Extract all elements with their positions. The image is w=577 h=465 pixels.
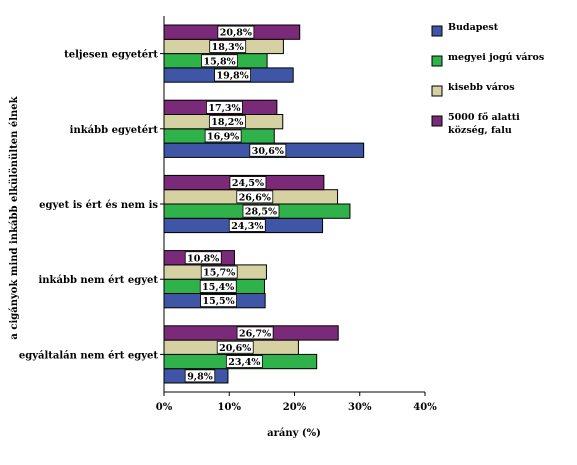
data-label-box — [216, 340, 254, 354]
x-tick-label: 20% — [283, 402, 307, 413]
data-label: 17,3% — [208, 103, 240, 114]
data-label: 26,7% — [239, 328, 271, 339]
legend-label: község, falu — [448, 125, 512, 136]
data-label-box — [229, 176, 267, 189]
data-label: 24,5% — [232, 178, 264, 189]
data-label-box — [242, 204, 280, 218]
data-label: 30,6% — [252, 146, 284, 157]
data-label-box — [200, 265, 238, 279]
data-label: 15,8% — [203, 56, 235, 67]
legend-swatch — [431, 85, 443, 97]
data-label-box — [184, 369, 216, 383]
data-label-box — [208, 115, 246, 129]
data-label-box — [249, 143, 287, 157]
x-tick-label: 30% — [348, 402, 372, 413]
x-axis-title: arány (%) — [267, 428, 321, 439]
data-label-box — [184, 251, 222, 265]
data-label: 15,4% — [202, 282, 234, 293]
legend-label: Budapest — [448, 22, 499, 33]
data-label-box — [236, 326, 274, 340]
data-label-box — [214, 68, 251, 82]
data-label: 18,3% — [212, 42, 244, 53]
data-label-box — [199, 279, 237, 293]
legend: Budapest megyei jogú város kisebb város 500… — [431, 22, 544, 136]
data-label: 20,6% — [219, 343, 251, 354]
data-label: 19,8% — [217, 71, 249, 82]
data-label: 28,5% — [245, 207, 277, 218]
legend-swatch — [431, 55, 443, 67]
data-label-box — [217, 25, 255, 39]
legend-label: kisebb város — [448, 82, 515, 93]
legend-swatch — [431, 25, 443, 37]
data-label-box — [236, 190, 274, 204]
data-label-box — [200, 294, 237, 308]
data-label: 16,9% — [207, 131, 239, 142]
data-label: 23,4% — [228, 357, 260, 368]
data-label: 26,6% — [239, 192, 271, 203]
y-axis-title: a cigányok mind inkább elkülönülten élne… — [9, 95, 20, 339]
legend-label: megyei jogú város — [448, 52, 544, 63]
category-label: egyet is ért és nem is — [39, 200, 158, 211]
data-label-box — [204, 129, 242, 143]
data-label-box — [206, 100, 243, 114]
legend-label: 5000 fő alatti — [448, 112, 520, 123]
category-label: teljesen egyetért — [64, 50, 158, 61]
data-label-box — [209, 40, 247, 53]
data-label: 15,7% — [203, 268, 235, 279]
legend-swatch — [431, 115, 443, 127]
plot-area: 0% 10% 20% 30% 40% teljesen egyetért 19,8% 15,8… — [19, 16, 437, 413]
data-label: 24,3% — [231, 221, 263, 232]
data-label: 18,2% — [211, 117, 243, 128]
x-tick-label: 40% — [413, 402, 437, 413]
data-label: 9,8% — [187, 371, 213, 382]
data-label-box — [225, 355, 263, 368]
data-label: 20,8% — [220, 28, 252, 39]
data-label: 15,5% — [202, 296, 234, 307]
category-label: inkább egyetért — [70, 125, 159, 136]
x-tick-label: 0% — [156, 402, 173, 413]
data-label-box — [201, 54, 238, 68]
x-tick-label: 10% — [218, 402, 242, 413]
category-label: egyáltalán nem ért egyet — [19, 350, 159, 361]
data-label: 10,8% — [187, 253, 219, 264]
category-label: inkább nem ért egyet — [38, 275, 158, 286]
data-label-box — [228, 219, 266, 232]
